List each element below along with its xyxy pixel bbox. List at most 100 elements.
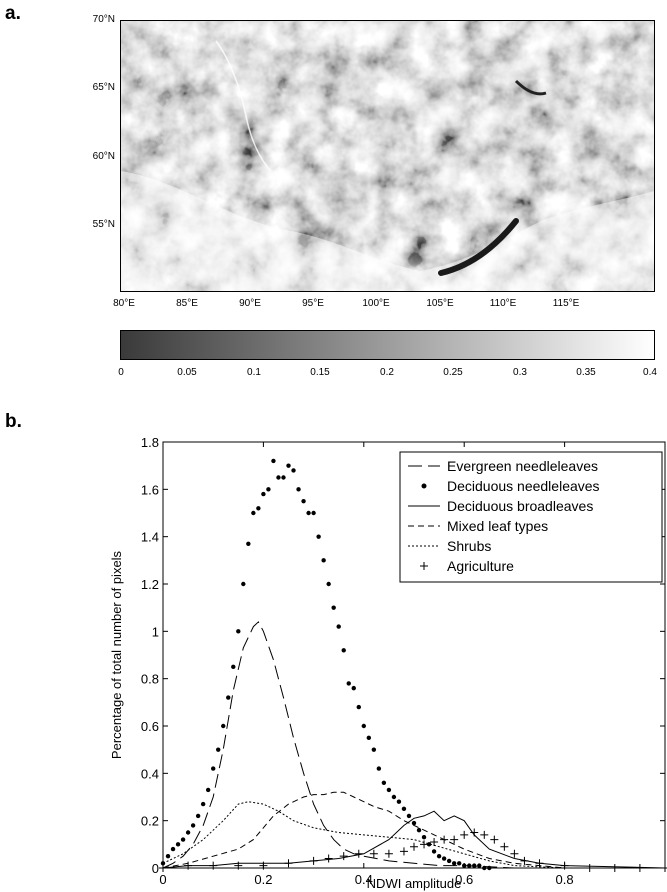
series-4: [162, 801, 665, 869]
data-point: [354, 849, 363, 858]
data-point: [311, 510, 316, 516]
data-point: [441, 856, 447, 861]
data-point: [301, 498, 306, 504]
colorbar-tick: 0.15: [310, 367, 330, 378]
data-point: [661, 864, 667, 872]
series-line: [162, 801, 665, 869]
data-point: [339, 852, 348, 861]
panel-label-b: b.: [5, 411, 22, 432]
legend-marker: [421, 483, 427, 489]
x-tick-label: 0.6: [455, 872, 473, 887]
data-point: [610, 864, 619, 872]
data-point: [406, 813, 412, 819]
data-point: [170, 846, 176, 852]
data-point: [356, 704, 361, 710]
data-point: [477, 863, 482, 868]
data-point: [291, 468, 296, 473]
data-point: [236, 629, 241, 634]
lon-label: 90°E: [239, 298, 261, 309]
data-point: [205, 787, 211, 793]
y-tick-label: 1.2: [141, 577, 159, 592]
x-axis-label: NDWI amplitude: [367, 876, 462, 891]
data-point: [470, 828, 479, 837]
colorbar-tick: 0.4: [643, 367, 657, 378]
data-point: [316, 534, 321, 539]
data-point: [261, 491, 266, 497]
legend-box: [399, 451, 663, 583]
data-point: [271, 458, 276, 464]
data-point: [560, 861, 569, 870]
data-point: [180, 837, 186, 842]
series-line: [162, 810, 666, 869]
data-point: [324, 854, 333, 863]
series-5: [159, 828, 667, 872]
data-point: [399, 847, 408, 856]
x-tick-label: 0.4: [355, 872, 373, 887]
y-tick-label: 1.4: [141, 530, 159, 545]
data-point: [472, 863, 477, 868]
data-point: [416, 827, 422, 833]
data-point: [216, 747, 221, 752]
data-point: [386, 787, 392, 793]
plot-frame: [162, 441, 666, 869]
data-point: [635, 864, 644, 872]
data-point: [226, 695, 231, 700]
data-point: [281, 475, 286, 480]
colorbar-tick: 0.3: [513, 367, 527, 378]
data-point: [351, 685, 356, 691]
data-point: [165, 853, 171, 859]
data-point: [490, 835, 499, 844]
data-point: [231, 664, 236, 670]
data-point: [376, 766, 382, 771]
series-1: [160, 458, 492, 871]
data-point: [209, 861, 218, 870]
lon-label: 105°E: [426, 298, 454, 309]
data-point: [391, 794, 397, 800]
lat-label: 55°N: [92, 219, 115, 230]
data-point: [309, 856, 318, 865]
data-point: [460, 830, 469, 839]
data-point: [500, 842, 509, 851]
data-point: [190, 823, 196, 828]
lon-label: 110°E: [489, 298, 517, 309]
data-point: [296, 487, 301, 492]
data-point: [510, 849, 519, 858]
lon-label: 85°E: [176, 298, 198, 309]
data-point: [371, 747, 377, 752]
colorbar-tick: 0: [118, 367, 124, 378]
data-point: [251, 510, 256, 516]
data-point: [195, 813, 201, 819]
series-2: [162, 810, 666, 869]
data-point: [451, 861, 457, 866]
legend-label: Shrubs: [447, 538, 491, 554]
data-point: [401, 806, 407, 812]
data-point: [175, 842, 181, 847]
data-point: [456, 861, 462, 866]
data-point: [369, 849, 378, 858]
data-point: [535, 859, 544, 868]
legend-marker: [420, 562, 428, 570]
lon-label: 95°E: [302, 298, 324, 309]
data-point: [420, 840, 429, 849]
lon-label: 80°E: [113, 298, 135, 309]
data-point: [286, 463, 291, 468]
data-point: [331, 605, 336, 610]
data-point: [585, 864, 594, 872]
legend-label: Evergreen needleleaves: [447, 458, 598, 474]
data-point: [241, 581, 246, 587]
data-point: [336, 624, 341, 629]
lon-label: 100°E: [362, 298, 390, 309]
data-point: [266, 487, 271, 492]
colorbar-tick: 0.25: [443, 367, 463, 378]
data-point: [276, 475, 281, 480]
x-tick-label: 0.2: [254, 872, 272, 887]
data-point: [480, 830, 489, 839]
lat-label: 65°N: [92, 82, 115, 93]
data-point: [246, 541, 251, 546]
y-tick-label: 1: [152, 624, 159, 639]
y-tick-label: 0.4: [141, 766, 159, 781]
data-point: [446, 858, 452, 864]
data-point: [381, 780, 387, 785]
y-axis-label: Percentage of total number of pixels: [109, 550, 124, 759]
